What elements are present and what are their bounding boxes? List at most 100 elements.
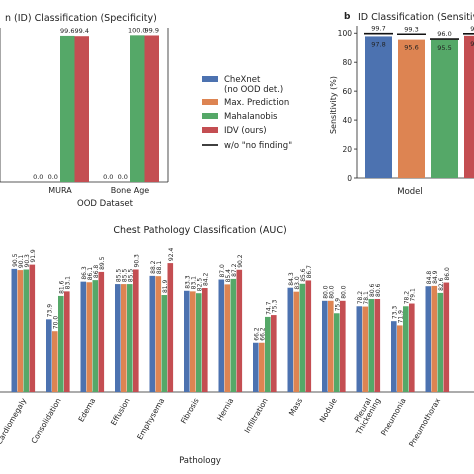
auc-bar [431, 285, 438, 392]
legend-label: (no OOD det.) [224, 85, 283, 95]
auc-data-label: 86.8 [93, 265, 100, 279]
auc-bar [334, 313, 340, 392]
auc-bar [190, 291, 196, 392]
auc-data-label: 66.2 [260, 327, 267, 341]
auc-tick-label: Consolidation [29, 396, 62, 445]
auc-bar [80, 281, 87, 392]
auc-data-label: 80.6 [375, 283, 382, 297]
auc-data-label: 87.0 [219, 264, 226, 278]
auc-bars: s90.590.190.391.9Cardiomegaly73.970.081.… [0, 248, 474, 448]
specificity-bar [130, 35, 145, 183]
sensitivity-y-tick-label: 40 [342, 116, 352, 125]
sensitivity-inner-label: 95.6 [404, 44, 418, 52]
auc-data-label: 84.9 [432, 270, 439, 284]
auc-bar [29, 264, 36, 392]
auc-bar [52, 331, 58, 392]
auc-bar [224, 284, 231, 392]
auc-bar [356, 306, 363, 392]
auc-bar [184, 290, 190, 392]
auc-data-label: 90.5 [12, 253, 19, 267]
auc-bar [328, 300, 334, 392]
legend: CheXnet(no OOD det.) Max. Prediction Mahal… [202, 75, 292, 151]
legend-swatch [202, 113, 218, 119]
auc-data-label: 66.2 [254, 327, 261, 341]
auc-bar [443, 282, 450, 392]
sensitivity-xlabel: Model [397, 187, 423, 197]
legend-swatch [202, 99, 218, 105]
auc-bar [92, 280, 99, 392]
auc-data-label: 81.6 [59, 280, 66, 294]
specificity-data-label: 0.0 [33, 173, 43, 181]
auc-bar [236, 269, 243, 392]
sensitivity-bar [398, 39, 425, 178]
auc-bar [425, 286, 432, 392]
auc-bar [322, 300, 328, 392]
sensitivity-top-label: 99.3 [404, 25, 418, 33]
auc-data-label: 82.5 [197, 278, 204, 292]
auc-data-label: 90.2 [237, 254, 244, 268]
auc-bar [161, 295, 168, 392]
auc-bar [397, 325, 403, 392]
auc-bar [362, 306, 369, 392]
auc-bar [230, 278, 237, 392]
auc-tick-label: Effusion [109, 396, 132, 427]
sensitivity-y-tick-label: 80 [342, 58, 352, 67]
auc-data-label: 88.1 [156, 261, 163, 275]
auc-bar [265, 316, 271, 392]
auc-bar [340, 300, 346, 392]
auc-bar [253, 342, 259, 392]
auc-data-label: 84.2 [203, 272, 210, 286]
auc-bar [196, 293, 202, 392]
auc-tick-label: Emphysema [135, 397, 166, 442]
auc-bar [121, 284, 127, 392]
auc-bar [17, 270, 24, 392]
auc-data-label: 92.4 [168, 248, 175, 262]
auc-data-label: 80.6 [369, 283, 376, 297]
auc-bar [305, 280, 312, 392]
specificity-xlabel: OOD Dataset [77, 199, 134, 209]
auc-bar [403, 306, 409, 392]
specificity-bars: 0.0 0.0 99.6 99.4 MURA 0.0 0.0 100.099.9 Bone Ag… [0, 26, 169, 195]
auc-bar [259, 342, 265, 392]
auc-bar [11, 268, 18, 392]
auc-bar [391, 321, 397, 392]
auc-data-label: 82.6 [438, 277, 445, 291]
auc-bar [127, 284, 133, 392]
auc-bar [287, 287, 294, 392]
sensitivity-top-label: 99.6 [470, 25, 474, 33]
auc-bar [299, 283, 306, 392]
sensitivity-top-label: 99.7 [371, 25, 385, 33]
auc-tick-label: Pneumothorax [407, 396, 442, 448]
auc-bar [218, 279, 225, 392]
auc-bar [23, 269, 30, 392]
auc-bar [155, 276, 162, 392]
auc-tick-label: Nodule [318, 396, 339, 424]
auc-data-label: 91.9 [30, 249, 37, 263]
auc-bar [437, 292, 444, 392]
auc-bar [368, 298, 375, 392]
auc-bar [98, 271, 105, 392]
sensitivity-bar [431, 39, 458, 178]
auc-tick-label: Fibrosis [179, 396, 201, 425]
auc-bar [167, 263, 174, 392]
legend-label: Mahalanobis [224, 112, 278, 122]
sensitivity-inner-label: 97.8 [371, 40, 385, 48]
auc-bar [133, 269, 139, 392]
legend-label: Max. Prediction [224, 98, 289, 108]
sensitivity-chart: b ID Classification (Sensitivi 0 20 40 60 80… [329, 12, 474, 197]
auc-tick-label: Cardiomegaly [0, 396, 29, 446]
auc-tick-label: Infiltration [243, 396, 270, 434]
sensitivity-inner-label: 95.5 [437, 44, 451, 52]
specificity-data-label: 0.0 [48, 173, 58, 181]
auc-data-label: 80.0 [341, 285, 348, 299]
specificity-data-label: 0.0 [118, 173, 128, 181]
auc-data-label: 86.3 [81, 266, 88, 280]
auc-data-label: 80.0 [323, 285, 330, 299]
auc-data-label: 83.3 [185, 275, 192, 289]
auc-data-label: 81.9 [162, 279, 169, 293]
specificity-bar [74, 36, 89, 182]
sensitivity-ylabel: Sensitivity (%) [329, 76, 338, 134]
auc-title: Chest Pathology Classification (AUC) [113, 225, 286, 236]
sensitivity-y-tick-label: 100 [338, 29, 353, 38]
